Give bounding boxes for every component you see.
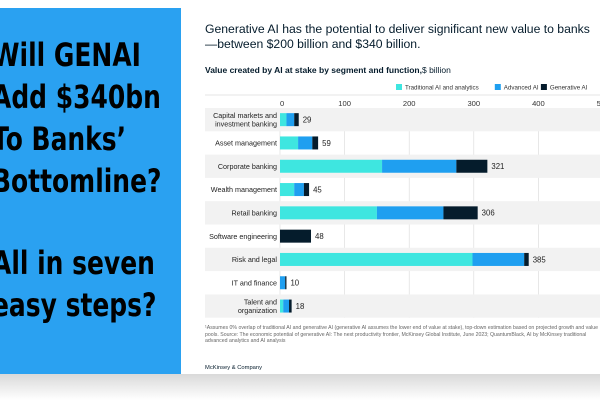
bar-segment: [443, 206, 478, 220]
total-label: 29: [303, 115, 312, 124]
legend-swatch: [540, 84, 547, 90]
bar-segment: [280, 113, 287, 127]
chart-subtitle-unit: $ billion: [421, 65, 451, 75]
category-label: Talent and: [244, 298, 277, 307]
headline-panel: Will GENAI Add $340bn To Banks’ Bottomli…: [0, 8, 181, 374]
category-label: Risk and legal: [232, 255, 278, 264]
brand-name: McKinsey & Company: [205, 365, 263, 371]
bar-segment: [298, 136, 313, 150]
chart-panel: Generative AI has the potential to deliv…: [187, 8, 600, 374]
category-label: investment banking: [215, 119, 277, 128]
category-label: Corporate banking: [218, 162, 277, 171]
bar-segment: [285, 276, 287, 290]
chart-title: Generative AI has the potential to deliv…: [205, 22, 590, 51]
headline-line: easy steps?: [0, 286, 157, 324]
bar-segment: [280, 159, 383, 173]
category-label: Retail banking: [231, 208, 277, 217]
bar-segment: [280, 299, 284, 313]
bar-segment: [294, 113, 299, 127]
category-label: Software engineering: [209, 232, 277, 241]
row-band: [205, 108, 600, 132]
bar-segment: [524, 252, 529, 266]
bottom-shadow: [0, 374, 600, 400]
x-tick-label: 100: [338, 99, 351, 108]
x-tick-label: 400: [532, 99, 545, 108]
chart-subtitle-text: Value created by AI at stake by segment …: [205, 65, 422, 75]
total-label: 321: [491, 162, 504, 171]
bar-segment: [280, 229, 312, 243]
headline-line: Will GENAI: [0, 36, 141, 74]
legend-label: Traditional AI and analytics: [405, 85, 479, 92]
x-tick-label: 200: [403, 99, 416, 108]
row-band: [205, 294, 600, 318]
headline-text: Will GENAI Add $340bn To Banks’ Bottomli…: [0, 34, 162, 326]
bar-chart: Traditional AI and analytics Advanced AI G…: [205, 84, 600, 318]
category-label: Asset management: [215, 139, 277, 148]
headline-line: Add $340bn: [0, 78, 161, 116]
bar-segment: [312, 136, 319, 150]
category-label: IT and finance: [232, 278, 277, 287]
bar-segment: [283, 299, 290, 313]
x-tick-label: 500: [597, 99, 600, 108]
headline-line: All in seven: [0, 244, 155, 282]
total-label: 45: [313, 185, 322, 194]
chart-subtitle: Value created by AI at stake by segment …: [205, 65, 451, 75]
category-label: Wealth management: [211, 185, 277, 194]
bar-segment: [472, 252, 525, 266]
bar-segment: [280, 136, 299, 150]
total-label: 385: [533, 255, 547, 264]
bar-segment: [294, 183, 304, 197]
chart-footnote: ¹Assumes 0% overlap of traditional AI an…: [205, 325, 599, 344]
bar-segment: [286, 113, 295, 127]
legend-label: Advanced AI: [504, 85, 539, 92]
legend-swatch: [494, 84, 501, 90]
bar-segment: [376, 206, 444, 220]
legend-swatch: [396, 84, 402, 90]
bar-segment: [303, 183, 310, 197]
x-tick-label: 0: [280, 99, 284, 108]
bar-segment: [280, 183, 295, 197]
legend-label: Generative AI: [550, 85, 588, 92]
headline-line: Bottomline?: [0, 162, 162, 200]
total-label: 306: [482, 209, 495, 218]
total-label: 48: [315, 232, 324, 241]
category-label: organization: [238, 306, 277, 315]
x-tick-label: 300: [467, 99, 480, 108]
bar-segment: [280, 276, 286, 290]
bar-segment: [382, 159, 457, 173]
bar-segment: [280, 206, 377, 220]
total-label: 10: [290, 279, 299, 288]
bar-segment: [456, 159, 488, 173]
bar-segment: [280, 252, 473, 266]
bar-segment: [289, 299, 292, 313]
total-label: 59: [322, 139, 331, 148]
total-label: 18: [296, 302, 305, 311]
headline-line: To Banks’: [0, 120, 127, 158]
category-label: Capital markets and: [213, 111, 277, 120]
